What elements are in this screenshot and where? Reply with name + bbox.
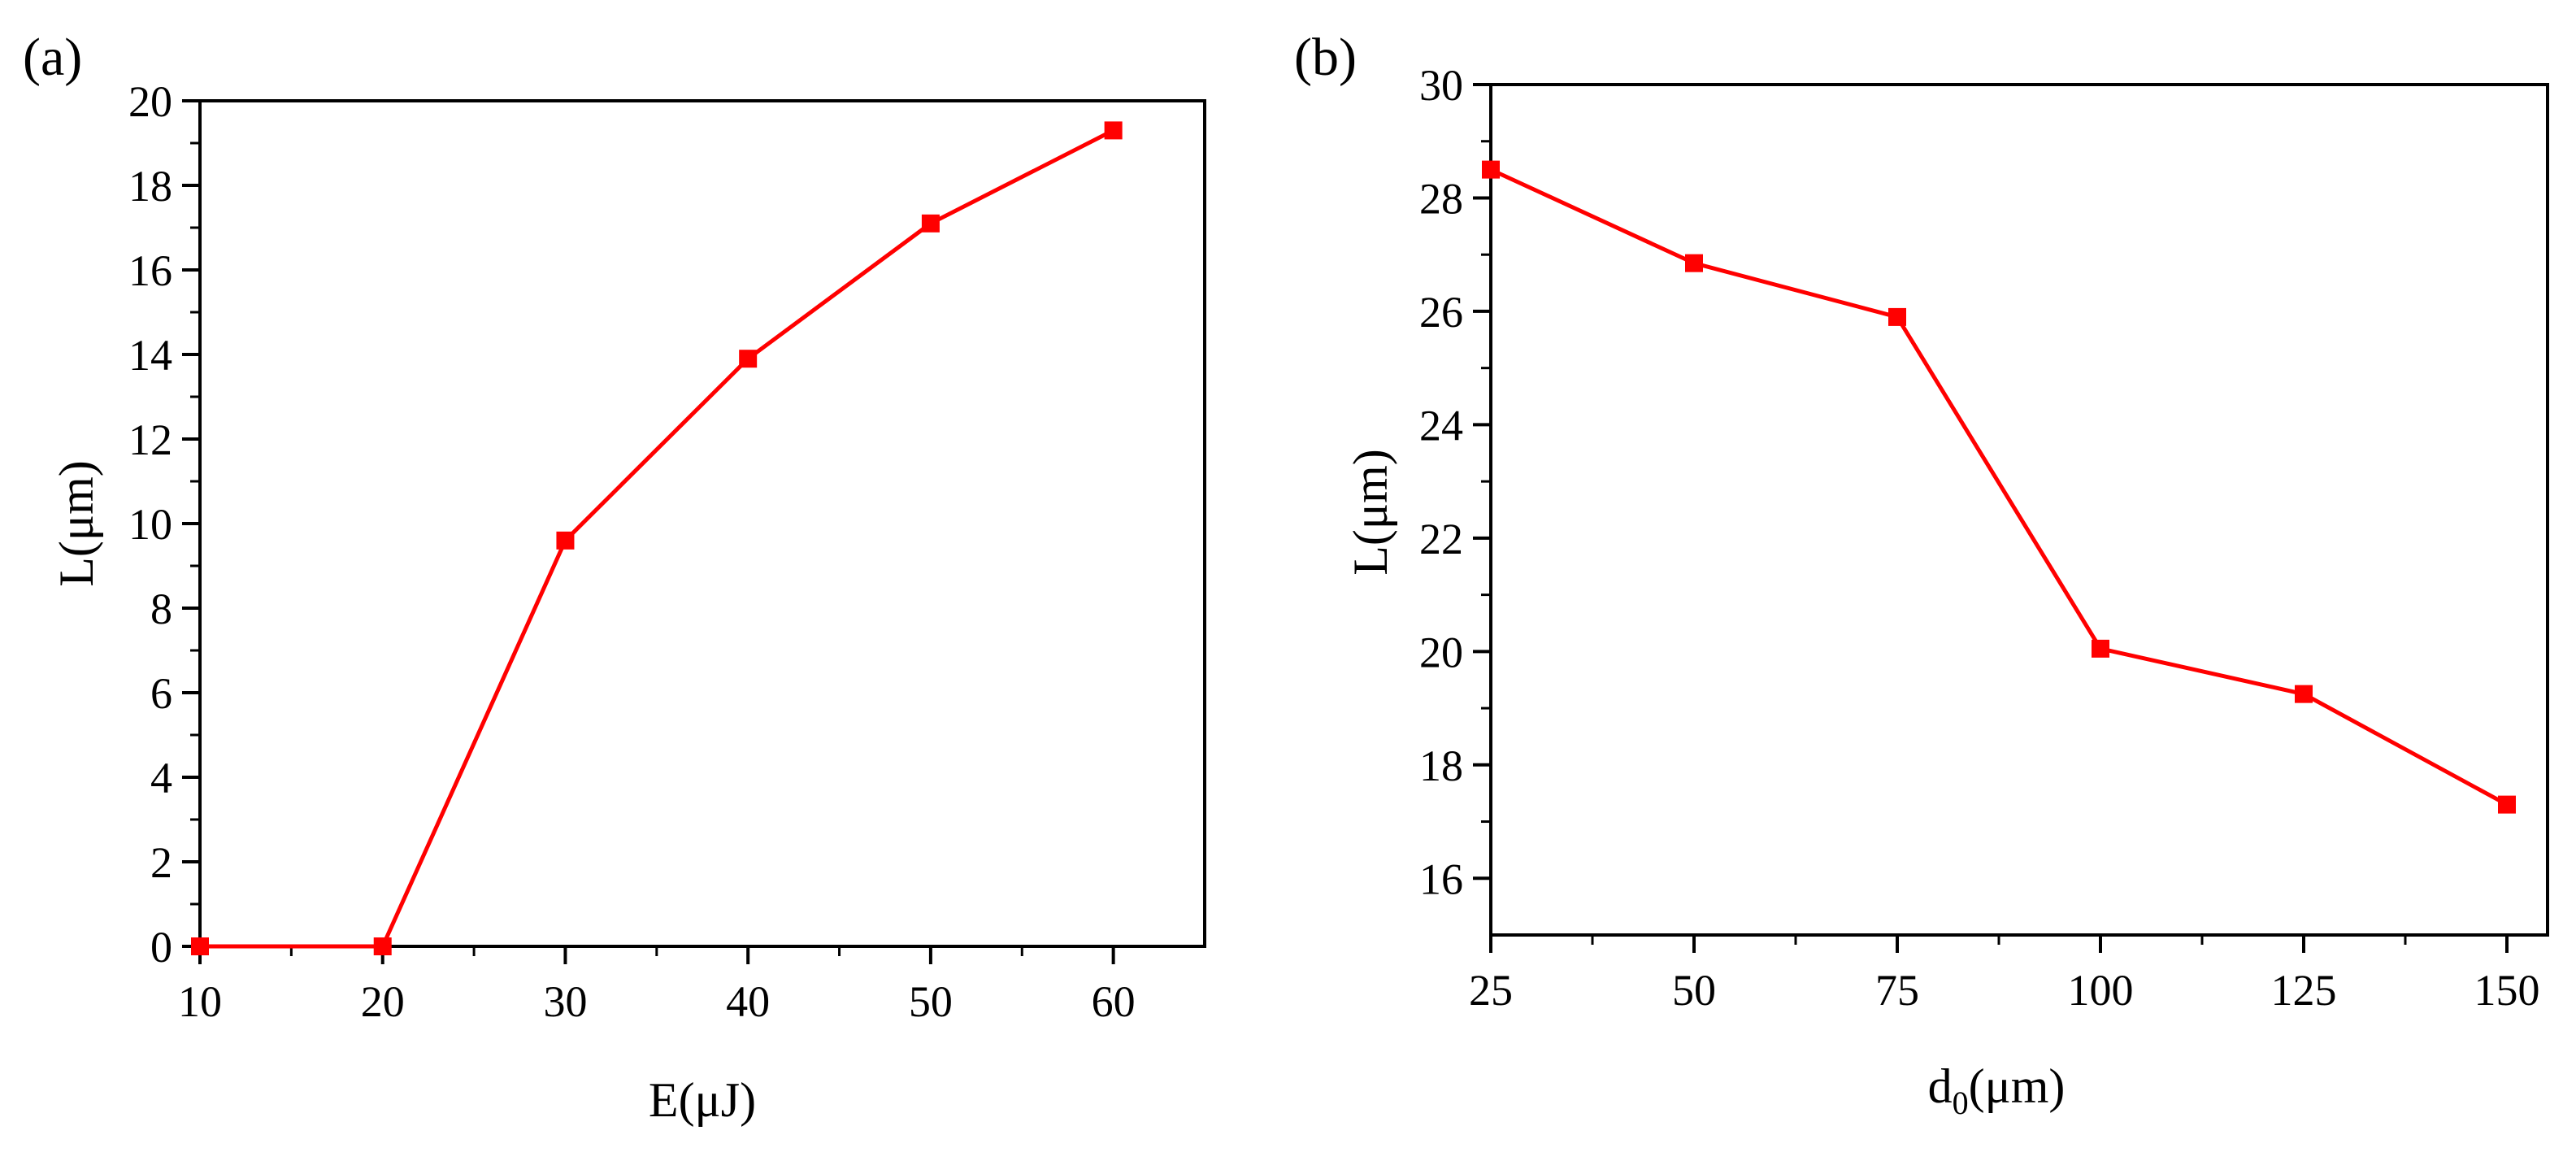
data-point (739, 350, 758, 368)
y-tick-label: 20 (1419, 628, 1463, 676)
data-point (2498, 795, 2516, 814)
panel-label-a: (a) (23, 28, 82, 87)
plot-frame-a (198, 99, 1206, 948)
x-tick-label: 10 (178, 977, 222, 1026)
x-tick-label: 20 (361, 977, 405, 1026)
data-point (373, 937, 392, 955)
y-axis-label-b: L(μm) (1344, 449, 1397, 575)
y-tick-label: 18 (1419, 741, 1463, 790)
chart-a: (a) 10 20 30 40 50 60 0 2 4 6 8 10 12 14… (23, 28, 1206, 1127)
y-tick-label: 10 (128, 500, 172, 549)
x-axis-label-main: d (1928, 1059, 1953, 1113)
data-point (921, 214, 940, 233)
y-tick-label: 26 (1419, 288, 1463, 337)
y-tick-label: 14 (128, 331, 172, 380)
y-tick-label: 8 (150, 585, 172, 633)
ticks-b (1473, 83, 2509, 953)
y-tick-label: 16 (1419, 854, 1463, 903)
data-point (1104, 121, 1123, 140)
y-tick-label: 16 (128, 246, 172, 295)
x-tick-labels-b: 25 50 75 100 125 150 (1469, 966, 2540, 1015)
x-tick-label: 50 (909, 977, 953, 1026)
data-point (1482, 160, 1500, 179)
x-tick-label: 50 (1672, 966, 1716, 1015)
y-tick-label: 24 (1419, 401, 1463, 450)
chart-b: (b) 25 50 75 100 125 150 16 18 20 22 24 … (1294, 28, 2549, 1121)
data-point (2295, 685, 2313, 703)
series-line (200, 128, 1114, 949)
y-tick-label: 28 (1419, 174, 1463, 223)
x-axis-label-subscript: 0 (1953, 1085, 1969, 1121)
x-axis-label-a: E(μJ) (649, 1073, 756, 1127)
y-tick-label: 18 (128, 162, 172, 211)
y-tick-label: 2 (150, 838, 172, 887)
series-line (1489, 167, 2509, 807)
x-tick-label: 40 (726, 977, 770, 1026)
x-tick-label: 100 (2068, 966, 2134, 1015)
x-tick-label: 30 (543, 977, 587, 1026)
data-point (1888, 307, 1906, 326)
y-tick-label: 0 (150, 923, 172, 972)
x-tick-labels-a: 10 20 30 40 50 60 (178, 977, 1136, 1026)
x-tick-label: 25 (1469, 966, 1513, 1015)
plot-frame-b (1489, 83, 2549, 937)
y-tick-labels-b: 16 18 20 22 24 26 28 30 (1419, 61, 1463, 903)
ticks-a (182, 99, 1115, 964)
panel-label-b: (b) (1294, 28, 1357, 87)
data-point (191, 937, 209, 955)
y-tick-label: 12 (128, 415, 172, 464)
x-axis-label-b: d0(μm) (1928, 1059, 2066, 1121)
x-axis-label-unit: (μm) (1969, 1059, 2066, 1113)
y-tick-label: 30 (1419, 61, 1463, 110)
x-tick-label: 150 (2474, 966, 2540, 1015)
data-point (2092, 639, 2109, 658)
data-point (1685, 254, 1703, 272)
series-b (1482, 160, 2516, 814)
x-tick-label: 60 (1092, 977, 1136, 1026)
x-tick-label: 125 (2271, 966, 2337, 1015)
series-a (191, 121, 1123, 955)
x-tick-label: 75 (1875, 966, 1919, 1015)
y-tick-label: 4 (150, 754, 172, 802)
y-tick-label: 22 (1419, 515, 1463, 563)
y-axis-label-a: L(μm) (50, 460, 103, 586)
y-tick-labels-a: 0 2 4 6 8 10 12 14 16 18 20 (128, 77, 172, 972)
y-tick-label: 20 (128, 77, 172, 126)
data-point (556, 531, 575, 550)
y-tick-label: 6 (150, 669, 172, 718)
